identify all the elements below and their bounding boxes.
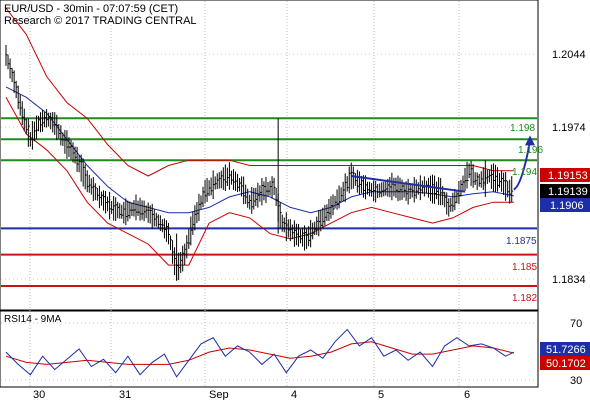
price-panel-frame (0, 0, 539, 311)
level-label-1185: 1.185 (512, 262, 537, 273)
rsi-ma-line (5, 341, 514, 365)
forecast-arrow-head (525, 135, 535, 146)
rsi-line (5, 328, 515, 378)
y-tick-2: 1.1974 (552, 122, 586, 134)
level-label-1194: 1.194 (512, 167, 537, 178)
chart-title: EUR/USD - 30min - 07:07:59 (CET) (4, 3, 178, 15)
rsi-tick-30: 30 (570, 375, 582, 387)
forecast-arrow-shaft (513, 141, 531, 191)
x-tick-31: 31 (119, 389, 131, 400)
rsi-value-label: 51.7266 (546, 344, 586, 356)
rsi-value-tag (540, 342, 590, 356)
level-label-1182: 1.182 (512, 293, 537, 304)
y-tick-1: 1.2044 (552, 49, 586, 61)
x-tick-5: 5 (378, 389, 384, 400)
upper-band-line (5, 7, 514, 177)
ma-price-tag (540, 198, 590, 212)
ma-price-label: 1.1906 (550, 200, 584, 212)
x-tick-30: 30 (33, 389, 45, 400)
x-tick-4: 4 (291, 389, 297, 400)
prev-price-tag (540, 168, 590, 182)
prev-price-label: 1.19153 (548, 170, 588, 182)
level-label-1198: 1.198 (510, 123, 535, 134)
y-tick-3: 1.1834 (552, 274, 586, 286)
price-layer (1, 1, 537, 386)
rsi-panel-frame (0, 310, 539, 388)
level-label-11875: 1.1875 (506, 236, 537, 247)
current-price-tag (540, 184, 590, 198)
x-tick-6: 6 (464, 389, 470, 400)
level-label-1196: 1.196 (518, 145, 543, 156)
x-tick-sep: Sep (209, 389, 229, 400)
rsi-ma-value-label: 50.1702 (546, 358, 586, 370)
lower-band-line (5, 97, 514, 266)
copyright-line: Research © 2017 TRADING CENTRAL (4, 15, 197, 27)
trend-line (351, 174, 466, 193)
rsi-layer (1, 322, 537, 381)
rsi-tick-70: 70 (570, 318, 582, 330)
current-price-label: 1.19139 (548, 186, 588, 198)
rsi-title: RSI14 - 9MA (4, 314, 62, 325)
rsi-ma-value-tag (540, 356, 590, 370)
